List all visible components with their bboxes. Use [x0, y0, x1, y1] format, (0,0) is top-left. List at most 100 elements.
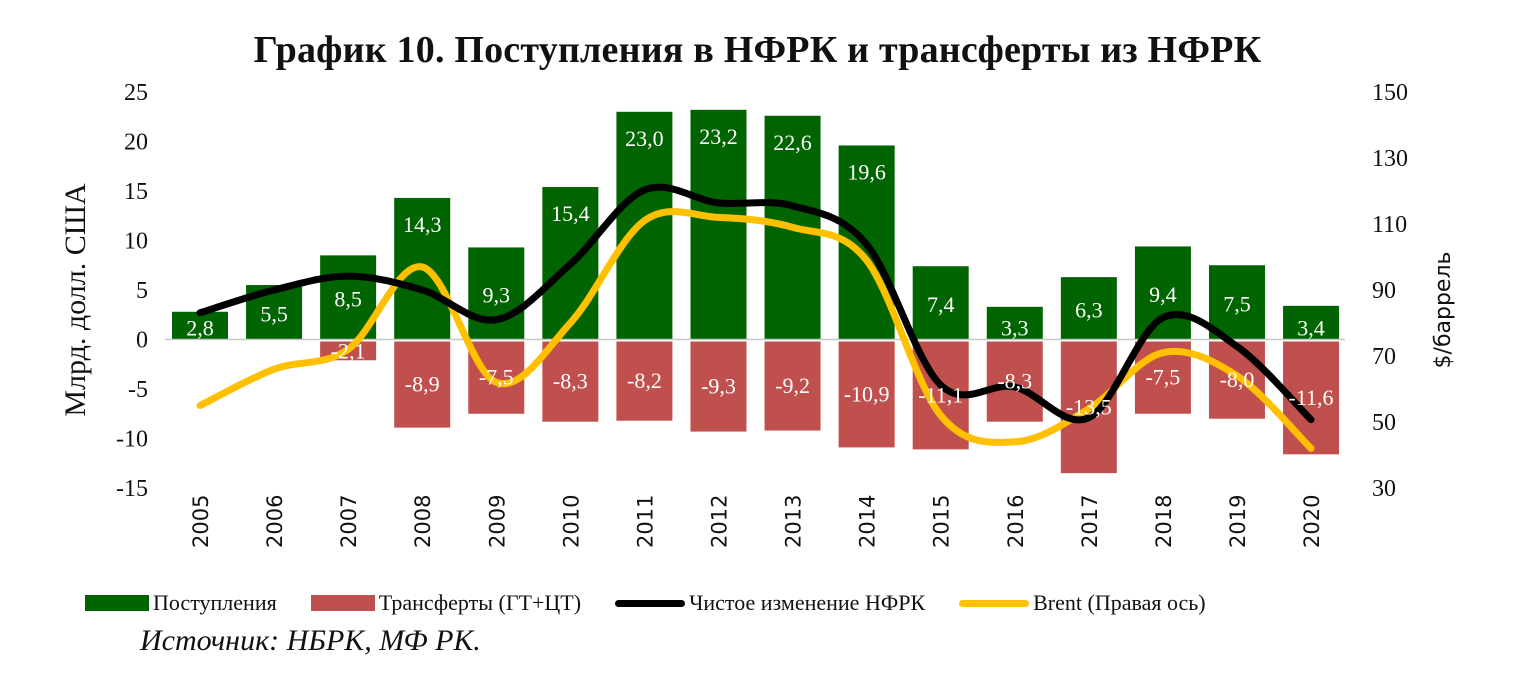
bar-label-inflows: 7,5 — [1223, 291, 1251, 316]
bar-label-inflows: 23,0 — [625, 126, 664, 151]
bar-inflows — [912, 266, 969, 340]
legend-swatch-inflows — [85, 595, 149, 611]
bar-inflows — [690, 109, 747, 340]
legend-swatch-brent — [959, 599, 1030, 607]
right-axis-tick: 110 — [1372, 212, 1407, 238]
bar-label-transfers: -8,3 — [997, 369, 1032, 394]
bar-label-inflows: 23,2 — [699, 124, 738, 149]
left-y-axis-label: Млрд. долл. США — [59, 183, 92, 417]
x-axis-year-label: 2008 — [411, 495, 435, 548]
bar-label-transfers: -8,9 — [405, 372, 440, 397]
bar-inflows — [468, 247, 525, 340]
x-axis-year-label: 2013 — [782, 495, 806, 548]
right-y-axis-label: $/баррель — [1431, 252, 1456, 369]
bar-label-transfers: -11,6 — [1289, 385, 1334, 410]
chart-legend: Поступления Трансферты (ГТ+ЦТ) Чистое из… — [85, 590, 1240, 616]
x-axis-year-label: 2012 — [707, 495, 731, 548]
source-note: Источник: НБРК, МФ РК. — [140, 624, 481, 657]
x-axis-year-label: 2005 — [189, 495, 213, 548]
legend-swatch-transfers — [310, 595, 375, 611]
right-axis-tick: 50 — [1372, 410, 1396, 436]
bar-transfers — [838, 341, 895, 448]
bar-label-transfers: -13,5 — [1066, 394, 1112, 419]
bar-transfers — [616, 341, 673, 421]
x-axis-year-labels: 2005 2006 2007 2008 2009 2010 2011 2012 2013 2014… — [189, 495, 1324, 548]
legend-swatch-net-change — [615, 599, 686, 607]
legend-item-brent: Brent (Правая ось) — [959, 590, 1206, 616]
x-axis-year-label: 2014 — [856, 495, 880, 548]
right-axis-tick: 30 — [1372, 476, 1396, 502]
right-axis-tick: 130 — [1372, 146, 1408, 172]
left-axis-tick: 10 — [124, 229, 148, 255]
left-axis-tick: 0 — [136, 328, 148, 354]
line-series — [196, 183, 1315, 452]
bar-label-transfers: -10,9 — [844, 381, 890, 406]
bar-label-transfers: -8,2 — [627, 368, 662, 393]
right-axis-tick: 90 — [1372, 278, 1396, 304]
left-axis-tick: 15 — [124, 179, 148, 205]
chart-title: График 10. Поступления в НФРК и трансфер… — [253, 29, 1262, 71]
x-axis-year-label: 2016 — [1004, 495, 1028, 548]
bar-inflows — [616, 111, 673, 340]
bar-data-labels: 2,8 5,5 8,5 -2,1 14,3 -8,9 9,3 -7,5 15,4 -8,3 23,0… — [186, 124, 1333, 420]
bar-inflows — [1283, 305, 1340, 340]
left-axis-tick: 25 — [124, 80, 148, 106]
bar-label-inflows: 9,4 — [1149, 282, 1177, 307]
legend-label-transfers: Трансферты (ГТ+ЦТ) — [378, 590, 582, 615]
left-axis-tick: -5 — [128, 377, 148, 403]
bar-inflows — [172, 311, 228, 340]
bar-label-inflows: 8,5 — [334, 286, 362, 311]
x-axis-year-label: 2015 — [930, 495, 954, 548]
bar-transfers — [764, 341, 821, 431]
legend-label-net-change: Чистое изменение НФРК — [689, 590, 926, 615]
bar-transfers — [1208, 341, 1265, 419]
legend-item-net-change: Чистое изменение НФРК — [615, 590, 925, 616]
bar-label-inflows: 6,3 — [1075, 297, 1103, 322]
x-axis-year-label: 2018 — [1152, 495, 1176, 548]
bar-label-transfers: -8,0 — [1220, 367, 1255, 392]
bar-label-inflows: 9,3 — [483, 282, 511, 307]
left-axis-tick: -10 — [116, 427, 148, 453]
bar-label-inflows: 3,3 — [1001, 316, 1029, 341]
x-axis-year-label: 2017 — [1078, 495, 1102, 548]
x-axis-year-label: 2019 — [1226, 495, 1250, 548]
bar-label-transfers: -7,5 — [1145, 365, 1180, 390]
left-axis-tick: 20 — [124, 130, 148, 156]
legend-item-transfers: Трансферты (ГТ+ЦТ) — [310, 590, 582, 616]
x-axis-year-label: 2010 — [559, 495, 583, 548]
bar-label-inflows: 14,3 — [403, 212, 442, 237]
right-y-axis-ticks: 150 130 110 90 70 50 30 — [1372, 80, 1408, 502]
legend-item-inflows: Поступления — [85, 590, 277, 616]
bar-transfers — [690, 341, 747, 432]
left-y-axis-ticks: 25 20 15 10 5 0 -5 -10 -15 — [116, 80, 148, 502]
left-axis-tick: 5 — [136, 278, 148, 304]
right-axis-tick: 150 — [1372, 80, 1408, 106]
bar-label-inflows: 15,4 — [551, 201, 590, 226]
bar-label-transfers: -9,2 — [775, 373, 810, 398]
right-axis-tick: 70 — [1372, 344, 1396, 370]
x-axis-year-label: 2006 — [263, 495, 287, 548]
x-axis-year-label: 2020 — [1300, 495, 1324, 548]
bar-transfers — [394, 341, 451, 428]
bar-label-inflows: 7,4 — [927, 292, 955, 317]
x-axis-year-label: 2011 — [633, 495, 657, 548]
bar-label-transfers: -9,3 — [701, 374, 736, 399]
legend-label-inflows: Поступления — [153, 590, 277, 615]
bar-label-inflows: 19,6 — [847, 159, 886, 184]
bar-label-transfers: -11,1 — [918, 382, 963, 407]
bar-label-transfers: -2,1 — [331, 338, 366, 363]
x-axis-year-label: 2007 — [337, 495, 361, 548]
bar-label-inflows: 2,8 — [186, 316, 214, 341]
net-change-line — [196, 183, 1315, 424]
bar-label-inflows: 22,6 — [773, 130, 812, 155]
x-axis-year-label: 2009 — [485, 495, 509, 548]
bar-label-inflows: 5,5 — [260, 301, 288, 326]
bar-label-transfers: -7,5 — [479, 365, 514, 390]
bar-inflows — [986, 306, 1043, 340]
bar-inflows — [1134, 246, 1191, 340]
bar-transfers — [986, 341, 1043, 422]
left-axis-tick: -15 — [116, 476, 148, 502]
bar-inflows — [1060, 277, 1117, 340]
bar-label-transfers: -8,3 — [553, 369, 588, 394]
